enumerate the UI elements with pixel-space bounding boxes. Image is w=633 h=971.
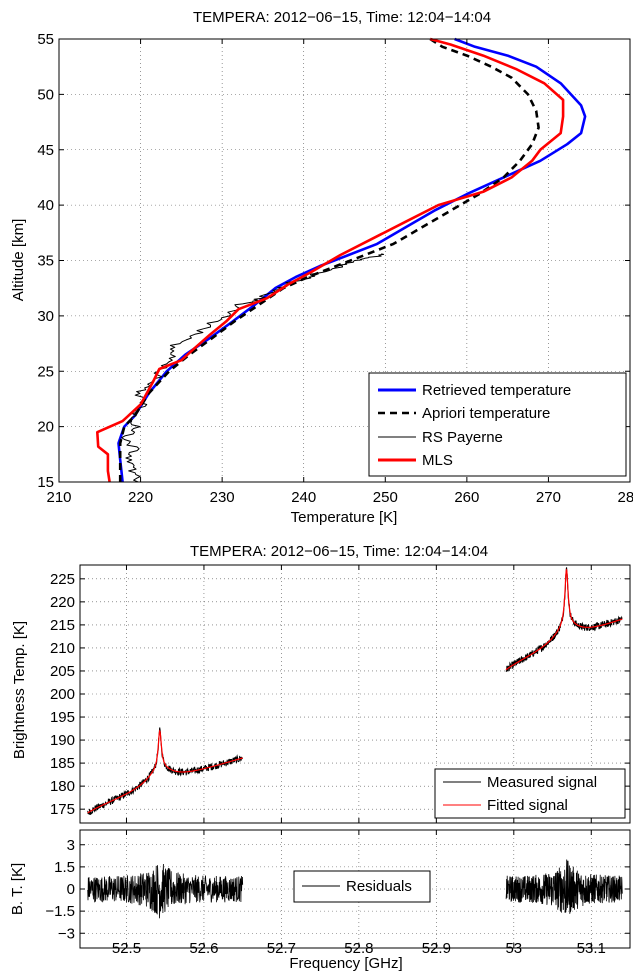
- chart2-y-tick-label: 185: [50, 755, 75, 772]
- chart2-series: [87, 567, 623, 815]
- chart3-x-tick-label: 52.5: [112, 940, 141, 957]
- chart3-y-tick-label: −3: [58, 925, 75, 942]
- fitted-signal-line: [505, 568, 623, 671]
- chart1-y-tick-label: 35: [37, 253, 54, 270]
- chart2-grid: [80, 565, 630, 823]
- chart3-series: [87, 859, 623, 919]
- legend-label-residuals: Residuals: [346, 878, 412, 895]
- chart2-y-tick-label: 180: [50, 778, 75, 795]
- chart1-ticks: 210 220 230 240 250 260 270 280 15 20 25 30 35 40 45 50…: [37, 31, 633, 506]
- chart1-x-tick-label: 270: [536, 489, 561, 506]
- chart1-title: TEMPERA: 2012−06−15, Time: 12:04−14:04: [193, 9, 491, 26]
- chart1-y-tick-label: 15: [37, 474, 54, 491]
- chart3-ticks: 52.5 52.6 52.7 52.8 52.9 53 53.1 −3 −1.5 0 1.5 3: [45, 830, 630, 957]
- chart3-xlabel: Frequency [GHz]: [289, 955, 402, 971]
- apriori-temperature-line: [118, 37, 540, 482]
- chart2-title: TEMPERA: 2012−06−15, Time: 12:04−14:04: [190, 543, 488, 560]
- fitted-signal-line: [87, 729, 243, 814]
- chart2-y-tick-label: 220: [50, 594, 75, 611]
- chart3-x-tick-label: 52.6: [189, 940, 218, 957]
- chart2-legend: Measured signal Fitted signal: [434, 768, 626, 819]
- chart1-x-tick-label: 250: [373, 489, 398, 506]
- legend-label-fitted: Fitted signal: [487, 797, 568, 814]
- chart3-y-tick-label: −1.5: [45, 903, 75, 920]
- chart3-y-tick-label: 3: [67, 837, 75, 854]
- chart1-y-tick-label: 25: [37, 363, 54, 380]
- chart3-x-tick-label: 52.9: [422, 940, 451, 957]
- chart3-x-tick-label: 53.1: [577, 940, 606, 957]
- chart1-legend: Retrieved temperature Apriori temperatur…: [368, 372, 627, 477]
- chart2-y-tick-label: 200: [50, 686, 75, 703]
- chart3-legend: Residuals: [293, 870, 431, 903]
- mls-line: [96, 37, 565, 483]
- legend-label-rs-payerne: RS Payerne: [422, 429, 503, 446]
- chart1-xlabel: Temperature [K]: [291, 509, 398, 526]
- chart2-legend-box: [434, 768, 626, 819]
- legend-label-retrieved: Retrieved temperature: [422, 382, 571, 399]
- chart2-y-tick-label: 190: [50, 732, 75, 749]
- chart1-series: [96, 37, 587, 483]
- chart2-y-tick-label: 225: [50, 571, 75, 588]
- chart1-y-tick-label: 30: [37, 308, 54, 325]
- measured-signal-line: [505, 567, 623, 673]
- legend-label-apriori: Apriori temperature: [422, 405, 550, 422]
- temperature-profile-chart: TEMPERA: 2012−06−15, Time: 12:04−14:04 2…: [10, 9, 633, 526]
- legend-label-mls: MLS: [422, 452, 453, 469]
- chart3-x-tick-label: 52.8: [344, 940, 373, 957]
- chart3-x-tick-label: 52.7: [267, 940, 296, 957]
- chart1-x-tick-label: 230: [210, 489, 235, 506]
- chart1-x-tick-label: 240: [291, 489, 316, 506]
- chart1-y-tick-label: 40: [37, 197, 54, 214]
- chart1-x-tick-label: 260: [454, 489, 479, 506]
- residuals-line: [505, 859, 623, 914]
- residuals-chart: 52.5 52.6 52.7 52.8 52.9 53 53.1 −3 −1.5 0 1.5 3 Fr…: [9, 829, 631, 971]
- chart2-y-tick-label: 175: [50, 801, 75, 818]
- chart3-y-tick-label: 0: [67, 881, 75, 898]
- chart2-y-tick-label: 210: [50, 640, 75, 657]
- chart1-x-tick-label: 220: [128, 489, 153, 506]
- chart1-x-tick-label: 280: [617, 489, 633, 506]
- spectrum-chart: TEMPERA: 2012−06−15, Time: 12:04−14:04 1…: [11, 543, 631, 824]
- chart3-y-tick-label: 1.5: [54, 859, 75, 876]
- chart1-x-tick-label: 210: [46, 489, 71, 506]
- legend-label-measured: Measured signal: [487, 774, 597, 791]
- chart1-y-tick-label: 20: [37, 419, 54, 436]
- chart3-ylabel: B. T. [K]: [9, 863, 26, 915]
- rs-payerne-line: [121, 253, 385, 483]
- residuals-line: [87, 863, 244, 919]
- chart2-y-tick-label: 205: [50, 663, 75, 680]
- retrieved-temperature-line: [117, 37, 587, 483]
- chart2-ticks: 175 180 185 190 195 200 205 210 215 220 225: [50, 565, 630, 823]
- chart2-ylabel: Brightness Temp. [K]: [11, 621, 28, 759]
- chart1-y-tick-label: 45: [37, 142, 54, 159]
- chart2-y-tick-label: 215: [50, 617, 75, 634]
- chart1-ylabel: Altitude [km]: [10, 219, 27, 302]
- chart1-y-tick-label: 55: [37, 31, 54, 48]
- chart1-y-tick-label: 50: [37, 86, 54, 103]
- chart3-x-tick-label: 53: [505, 940, 522, 957]
- chart2-y-tick-label: 195: [50, 709, 75, 726]
